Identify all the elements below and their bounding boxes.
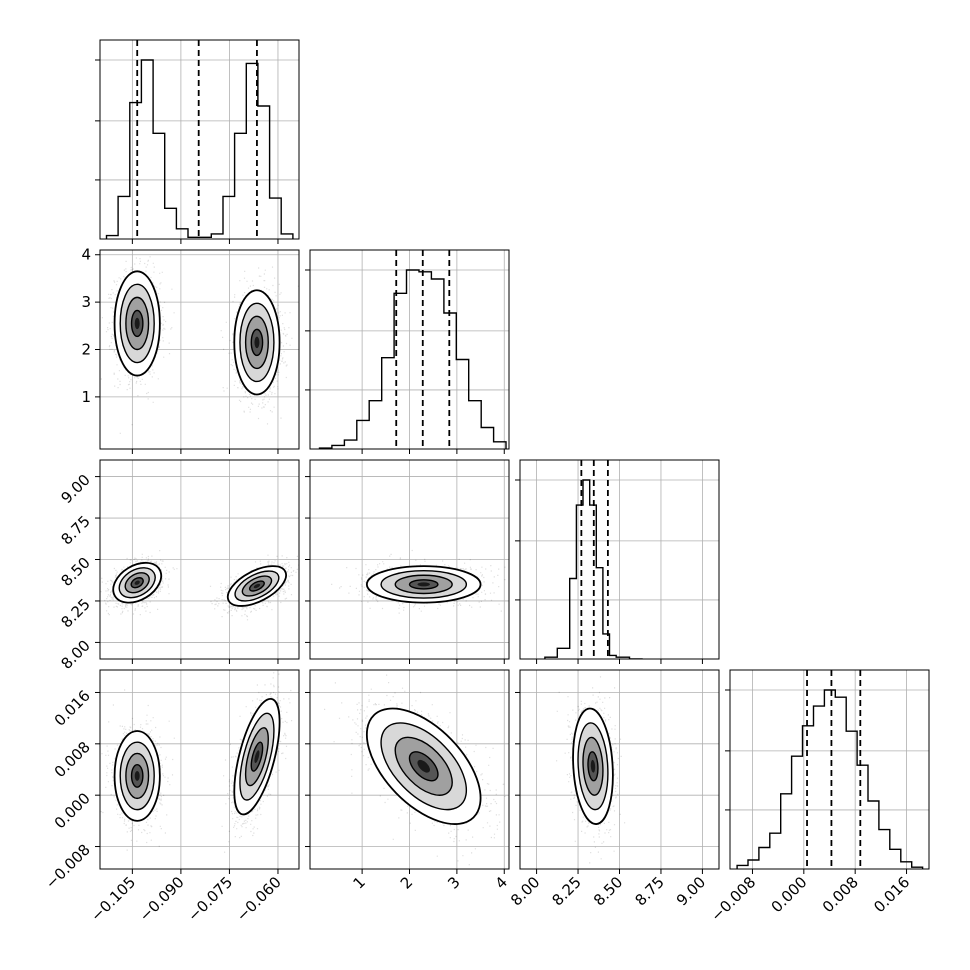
x-tick-label: 3 <box>444 873 463 892</box>
y-tick-label: 8.25 <box>57 595 93 631</box>
density-panel-2-0 <box>95 459 300 664</box>
x-tick-label: −0.090 <box>136 873 188 925</box>
y-tick-label: 9.00 <box>57 471 93 507</box>
x-tick-label: 0.000 <box>768 873 811 916</box>
y-tick-label: 8.50 <box>57 554 93 590</box>
density-peak <box>134 770 140 781</box>
x-tick-label: −0.060 <box>233 873 285 925</box>
density-peak <box>253 583 261 589</box>
y-tick-label: 0.000 <box>51 789 94 832</box>
panel-content <box>100 672 293 853</box>
x-tick-label: 8.25 <box>549 873 585 909</box>
x-tick-label: 8.50 <box>590 873 626 909</box>
density-peak <box>417 582 430 587</box>
x-tick-label: −0.105 <box>87 873 139 925</box>
panel-content <box>100 550 299 621</box>
hist-panel-0 <box>95 39 300 244</box>
x-tick-label: 9.00 <box>673 873 709 909</box>
y-tick-label: 8.00 <box>57 637 93 673</box>
x-tick-label: 2 <box>397 873 416 892</box>
density-panel-1-0 <box>95 249 300 454</box>
y-tick-label: 4 <box>81 246 91 264</box>
histogram-step <box>544 479 643 659</box>
y-tick-label: 3 <box>81 293 91 311</box>
panel-frame <box>99 39 300 240</box>
density-peak <box>590 759 596 773</box>
density-peak <box>254 336 260 349</box>
y-tick-label: 8.75 <box>57 512 93 548</box>
sample-points <box>324 674 506 869</box>
density-panel-3-1 <box>305 669 510 874</box>
histogram-step <box>736 689 924 869</box>
density-panel-3-2 <box>515 669 720 874</box>
y-tick-label: 0.016 <box>51 687 94 730</box>
x-tick-label: 8.75 <box>631 873 667 909</box>
x-tick-label: 0.016 <box>870 873 913 916</box>
density-panel-3-0 <box>95 669 300 874</box>
y-tick-label: 2 <box>81 341 91 359</box>
y-tick-label: 1 <box>81 388 91 406</box>
density-peak <box>134 580 140 585</box>
histogram-step <box>318 269 507 449</box>
density-panel-2-1 <box>305 459 510 664</box>
panel-content <box>331 549 506 614</box>
density-peak <box>254 750 260 764</box>
x-tick-label: −0.075 <box>184 873 236 925</box>
x-tick-label: 8.00 <box>507 873 543 909</box>
panel-content <box>556 676 626 864</box>
x-tick-label: 0.008 <box>819 873 862 916</box>
y-tick-label: 0.008 <box>51 738 94 781</box>
panel-content <box>324 674 506 869</box>
panel-content <box>100 256 299 434</box>
hist-panel-3 <box>725 669 930 874</box>
x-tick-label: −0.008 <box>707 873 759 925</box>
panel-frame <box>99 669 300 870</box>
x-tick-label: 1 <box>349 873 368 892</box>
y-tick-label: −0.008 <box>42 841 94 893</box>
x-tick-label: 4 <box>492 873 511 892</box>
hist-panel-1 <box>305 249 510 454</box>
density-peak <box>134 317 140 330</box>
panel-frame <box>729 669 930 870</box>
density-peak <box>417 759 430 773</box>
hist-panel-2 <box>515 459 720 664</box>
histogram-step <box>105 59 294 239</box>
